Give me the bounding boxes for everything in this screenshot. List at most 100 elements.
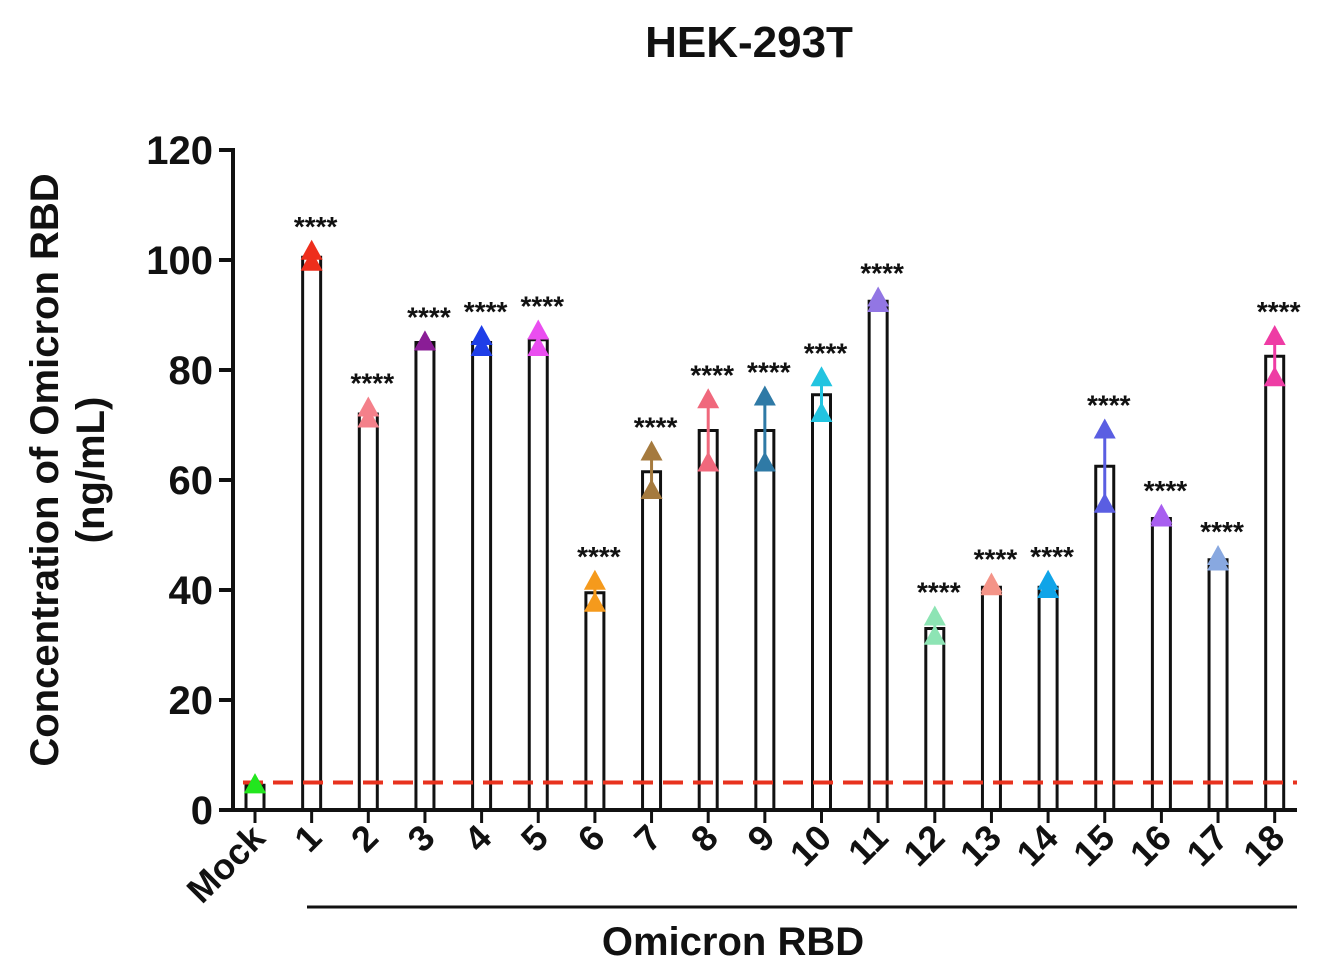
bar	[357, 412, 379, 812]
data-point	[583, 569, 606, 590]
bar	[301, 255, 323, 812]
x-tick-label: 18	[1235, 817, 1292, 874]
data-point	[753, 451, 776, 472]
data-point	[527, 336, 550, 356]
bar	[641, 470, 663, 812]
significance-label: ****	[860, 258, 904, 289]
significance-group: **** **** **** **** **** **** **** **** **** ****…	[294, 211, 1301, 608]
significance-label: ****	[351, 368, 395, 399]
data-point	[1263, 366, 1286, 387]
data-point	[1150, 506, 1173, 527]
significance-label: ****	[634, 412, 678, 443]
data-point	[697, 451, 720, 472]
bar	[527, 338, 549, 812]
x-tick-label: 13	[952, 817, 1009, 874]
y-axis-title-line2: (ng/mL)	[69, 397, 113, 544]
data-point	[810, 366, 833, 387]
y-tick-label: 60	[169, 459, 214, 503]
bar-group	[244, 255, 1286, 812]
data-point	[697, 388, 720, 409]
x-tick-labels: Mock 1 2 3 4 5 6 7 8 9 10 11 12 13 14 15 16 17 18	[179, 816, 1293, 911]
group-label: Omicron RBD	[602, 920, 864, 963]
chart-title: HEK-293T	[645, 18, 853, 67]
axes: 0 20 40 60 80 100 120	[146, 129, 1297, 833]
data-point	[527, 319, 550, 340]
bar	[1150, 517, 1172, 812]
bar	[980, 585, 1002, 812]
data-point	[1037, 578, 1060, 598]
data-point	[640, 440, 663, 461]
data-point	[923, 605, 946, 626]
y-tick-label: 40	[169, 569, 214, 613]
data-point	[753, 385, 776, 406]
x-tick-label: 10	[782, 817, 839, 874]
x-tick-label: 5	[513, 817, 556, 860]
bar	[1207, 558, 1229, 812]
x-tick-label: 11	[840, 817, 896, 873]
significance-label: ****	[577, 541, 621, 572]
significance-label: ****	[1087, 390, 1131, 421]
data-point	[470, 325, 493, 345]
x-tick-label: 17	[1178, 817, 1235, 874]
y-tick-label: 20	[169, 679, 214, 723]
bar	[811, 393, 832, 812]
x-tick-label: 7	[626, 817, 669, 860]
data-point	[1263, 325, 1286, 345]
x-tick-label: 3	[399, 817, 442, 860]
x-tick-label: 6	[569, 817, 612, 860]
significance-label: ****	[1200, 516, 1244, 547]
x-tick-label: 16	[1122, 817, 1179, 874]
significance-label: ****	[690, 359, 734, 390]
significance-label: ****	[974, 544, 1018, 575]
significance-label: ****	[520, 291, 564, 322]
significance-label: ****	[1144, 475, 1188, 506]
data-point	[867, 292, 890, 312]
x-tick-label: 8	[683, 817, 726, 860]
bar	[1037, 585, 1059, 812]
bar	[754, 429, 776, 812]
significance-label: ****	[464, 296, 508, 327]
bar	[414, 341, 436, 812]
x-tick-label: 1	[286, 817, 329, 860]
data-point	[980, 575, 1003, 596]
data-point	[413, 330, 436, 351]
y-axis-title-line1: Concentration of Omicron RBD	[23, 173, 67, 766]
data-point	[357, 407, 380, 428]
x-tick-label: 14	[1008, 817, 1065, 874]
data-point	[810, 402, 833, 422]
significance-label: ****	[294, 211, 338, 242]
data-point	[1093, 492, 1116, 513]
point-group	[244, 239, 1286, 794]
x-tick-label: 4	[456, 817, 499, 860]
significance-label: ****	[917, 577, 961, 608]
y-tick-label: 0	[191, 789, 213, 833]
x-tick-label: 15	[1065, 817, 1122, 874]
data-point	[300, 250, 323, 271]
data-point	[1093, 418, 1116, 439]
x-tick-label: 12	[895, 817, 952, 874]
bar	[471, 341, 493, 812]
bar	[697, 429, 719, 812]
significance-label: ****	[407, 302, 451, 333]
data-point	[1207, 550, 1230, 571]
data-point	[244, 773, 266, 794]
y-tick-label: 100	[146, 239, 213, 283]
data-point	[923, 624, 946, 645]
y-tick-label: 120	[146, 129, 213, 173]
x-tick-label: 2	[343, 817, 386, 860]
significance-label: ****	[1257, 296, 1301, 327]
significance-label: ****	[747, 357, 791, 388]
bar	[1094, 464, 1116, 812]
data-point	[470, 336, 493, 356]
significance-label: ****	[804, 337, 848, 368]
data-point	[300, 239, 323, 260]
bar	[1264, 354, 1286, 812]
significance-label: ****	[1030, 541, 1074, 572]
bar	[584, 591, 606, 812]
data-point	[357, 396, 380, 417]
data-point	[583, 591, 606, 612]
y-axis-title: Concentration of Omicron RBD (ng/mL)	[23, 173, 113, 766]
y-tick-label: 80	[169, 349, 214, 393]
bar	[867, 299, 889, 812]
